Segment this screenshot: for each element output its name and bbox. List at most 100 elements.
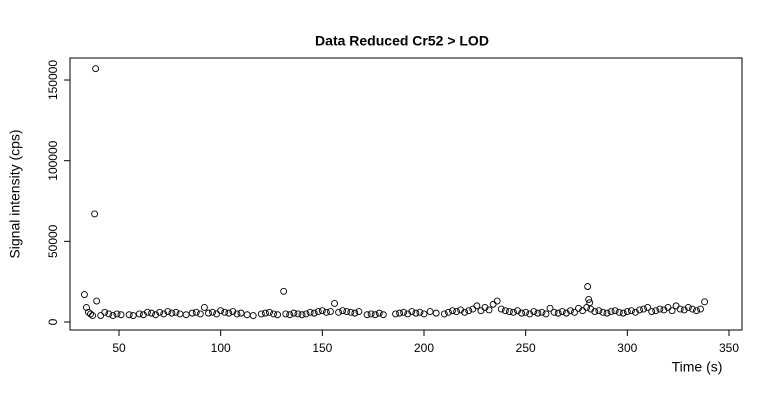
data-point <box>351 309 359 317</box>
data-point <box>461 308 469 316</box>
data-point <box>693 307 700 315</box>
data-point <box>672 302 680 310</box>
data-point <box>571 308 578 316</box>
data-point <box>282 310 290 318</box>
data-point <box>148 309 155 317</box>
data-point <box>538 308 546 316</box>
data-point <box>623 308 631 315</box>
data-point <box>105 310 113 318</box>
data-point <box>379 311 387 319</box>
data-point <box>375 309 383 317</box>
data-point <box>432 309 440 317</box>
data-point <box>280 287 288 295</box>
data-point <box>249 312 257 319</box>
data-point <box>286 311 294 319</box>
y-tick-label: 100000 <box>46 140 60 180</box>
data-point <box>477 307 485 315</box>
x-tick-label: 300 <box>617 341 637 355</box>
data-point <box>566 307 574 315</box>
data-point <box>392 310 399 318</box>
x-tick-label: 350 <box>719 341 739 355</box>
data-point <box>257 310 265 318</box>
x-tick-label: 250 <box>516 341 536 355</box>
data-point <box>343 308 351 315</box>
data-point <box>611 307 619 315</box>
data-point <box>408 308 416 315</box>
data-point <box>619 309 627 317</box>
data-point <box>688 305 696 313</box>
data-point <box>331 299 338 307</box>
data-point <box>225 309 233 317</box>
data-point <box>314 308 322 315</box>
data-point <box>497 305 505 313</box>
data-point <box>412 309 420 317</box>
data-point <box>505 308 513 315</box>
data-point <box>298 311 306 319</box>
data-point <box>290 309 298 317</box>
chart-title: Data Reduced Cr52 > LOD <box>315 33 489 49</box>
data-point <box>644 304 652 311</box>
data-point <box>294 310 302 318</box>
data-point <box>473 302 481 310</box>
data-point <box>91 210 99 218</box>
data-point <box>200 304 208 311</box>
data-point <box>93 297 101 305</box>
data-point <box>89 312 97 319</box>
data-point <box>648 308 656 315</box>
data-point <box>652 307 660 315</box>
data-point <box>522 308 530 316</box>
data-point <box>603 309 611 317</box>
data-point <box>676 305 684 313</box>
data-point <box>274 311 282 319</box>
data-point <box>440 310 448 318</box>
data-point <box>192 308 200 316</box>
data-point <box>209 308 216 316</box>
data-point <box>701 298 709 306</box>
data-point <box>550 308 558 316</box>
y-tick-label: 150000 <box>46 60 60 100</box>
data-point <box>221 308 229 316</box>
data-point <box>400 308 408 316</box>
data-point <box>485 306 493 314</box>
data-point <box>129 312 137 319</box>
data-point <box>469 305 477 313</box>
data-point <box>233 310 241 318</box>
data-point <box>546 304 554 312</box>
data-point <box>156 308 164 316</box>
data-point <box>444 308 452 316</box>
data-point <box>237 309 245 317</box>
data-point <box>355 308 363 315</box>
plot-frame <box>69 57 743 331</box>
data-point <box>627 307 635 315</box>
data-point <box>97 312 105 319</box>
data-point <box>168 309 176 317</box>
data-point <box>261 309 269 317</box>
data-point <box>449 307 456 315</box>
data-point <box>599 308 607 316</box>
y-axis-label: Signal intensity (cps) <box>7 129 23 258</box>
data-point <box>270 310 277 318</box>
data-point <box>196 310 204 318</box>
data-point <box>117 311 125 319</box>
data-point <box>684 304 692 311</box>
data-point <box>182 311 190 319</box>
x-tick-label: 100 <box>211 341 231 355</box>
data-point <box>558 308 566 315</box>
data-point <box>144 308 151 316</box>
data-point <box>636 306 643 314</box>
x-tick-label: 50 <box>112 341 126 355</box>
data-point <box>396 309 404 317</box>
data-point <box>367 310 375 318</box>
data-point <box>213 310 221 318</box>
data-point <box>302 310 310 318</box>
data-point <box>554 309 562 317</box>
data-point <box>518 309 526 317</box>
data-point <box>266 308 273 316</box>
data-point <box>327 308 334 315</box>
data-point <box>205 309 212 317</box>
data-point <box>339 307 347 315</box>
data-point <box>172 308 180 316</box>
data-point <box>668 307 676 315</box>
data-point <box>416 308 424 316</box>
data-point <box>697 305 704 313</box>
